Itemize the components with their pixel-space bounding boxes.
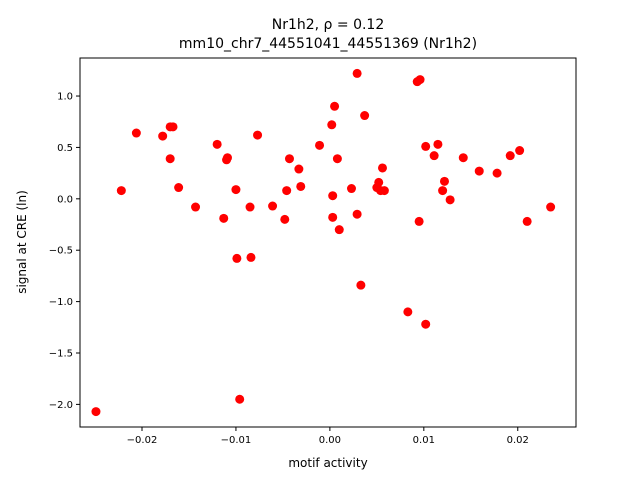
- data-point-55: [492, 168, 502, 178]
- x-axis-label: motif activity: [288, 456, 367, 470]
- data-point-8: [191, 202, 201, 212]
- chart-title-line1: Nr1h2, ρ = 0.12: [272, 17, 385, 33]
- y-tick-label: −0.5: [49, 246, 73, 257]
- data-point-12: [222, 153, 232, 163]
- data-point-6: [165, 154, 175, 164]
- x-tick-label: 0.02: [507, 435, 529, 446]
- data-point-52: [445, 195, 455, 205]
- data-point-0: [91, 407, 101, 417]
- data-point-59: [546, 202, 556, 212]
- y-tick-label: −1.0: [49, 297, 73, 308]
- data-point-16: [245, 202, 255, 212]
- data-point-33: [352, 68, 362, 78]
- data-point-3: [158, 131, 168, 141]
- x-axis-ticks: −0.02 −0.01 0.00 0.01 0.02: [127, 427, 529, 446]
- data-point-1: [116, 186, 126, 196]
- data-point-22: [284, 154, 294, 164]
- data-point-38: [374, 177, 384, 187]
- data-point-46: [421, 141, 431, 151]
- data-point-15: [235, 394, 245, 404]
- data-point-7: [174, 183, 184, 193]
- data-point-51: [439, 176, 449, 186]
- data-point-20: [280, 214, 290, 224]
- data-point-35: [356, 280, 366, 290]
- data-point-45: [414, 216, 424, 226]
- data-point-54: [474, 166, 484, 176]
- y-tick-label: 0.0: [57, 194, 73, 205]
- data-point-19: [268, 201, 278, 211]
- data-point-27: [328, 191, 338, 201]
- plot-frame: [79, 57, 577, 428]
- data-point-42: [403, 307, 413, 317]
- y-tick-label: 1.0: [57, 92, 73, 103]
- data-point-36: [360, 111, 370, 121]
- chart-title-line2: mm10_chr7_44551041_44551369 (Nr1h2): [179, 36, 477, 52]
- data-point-53: [458, 153, 468, 163]
- x-tick-label: 0.01: [413, 435, 435, 446]
- data-point-40: [377, 163, 387, 173]
- data-point-57: [515, 146, 525, 156]
- data-point-13: [231, 185, 241, 195]
- x-tick-label: −0.01: [221, 435, 252, 446]
- data-point-23: [294, 164, 304, 174]
- data-point-21: [282, 186, 292, 196]
- y-axis-ticks: −2.0 −1.5 −1.0 −0.5 0.0 0.5 1.0: [49, 92, 80, 411]
- y-tick-label: 0.5: [57, 143, 73, 154]
- data-point-24: [296, 181, 306, 191]
- y-tick-label: −1.5: [49, 348, 73, 359]
- data-point-14: [232, 253, 242, 263]
- data-point-48: [429, 151, 439, 161]
- data-point-17: [246, 252, 256, 262]
- data-point-58: [522, 216, 532, 226]
- data-point-32: [346, 184, 356, 194]
- data-point-47: [421, 319, 431, 329]
- data-point-9: [212, 139, 222, 149]
- data-point-25: [315, 140, 325, 150]
- data-point-34: [352, 209, 362, 219]
- data-point-30: [332, 154, 342, 164]
- data-point-44: [415, 75, 425, 85]
- data-point-50: [438, 186, 448, 196]
- data-point-29: [330, 101, 340, 111]
- y-tick-label: −2.0: [49, 400, 73, 411]
- data-point-26: [327, 120, 337, 130]
- data-point-10: [219, 213, 229, 223]
- data-point-18: [253, 130, 263, 140]
- data-point-2: [131, 128, 141, 138]
- x-tick-label: 0.00: [319, 435, 341, 446]
- data-point-31: [334, 225, 344, 235]
- data-point-56: [505, 151, 515, 161]
- data-point-41: [379, 186, 389, 196]
- data-point-5: [168, 122, 178, 132]
- data-point-49: [433, 139, 443, 149]
- data-points: [91, 68, 556, 417]
- x-tick-label: −0.02: [127, 435, 158, 446]
- data-point-28: [328, 212, 338, 222]
- y-axis-label: signal at CRE (ln): [15, 190, 29, 294]
